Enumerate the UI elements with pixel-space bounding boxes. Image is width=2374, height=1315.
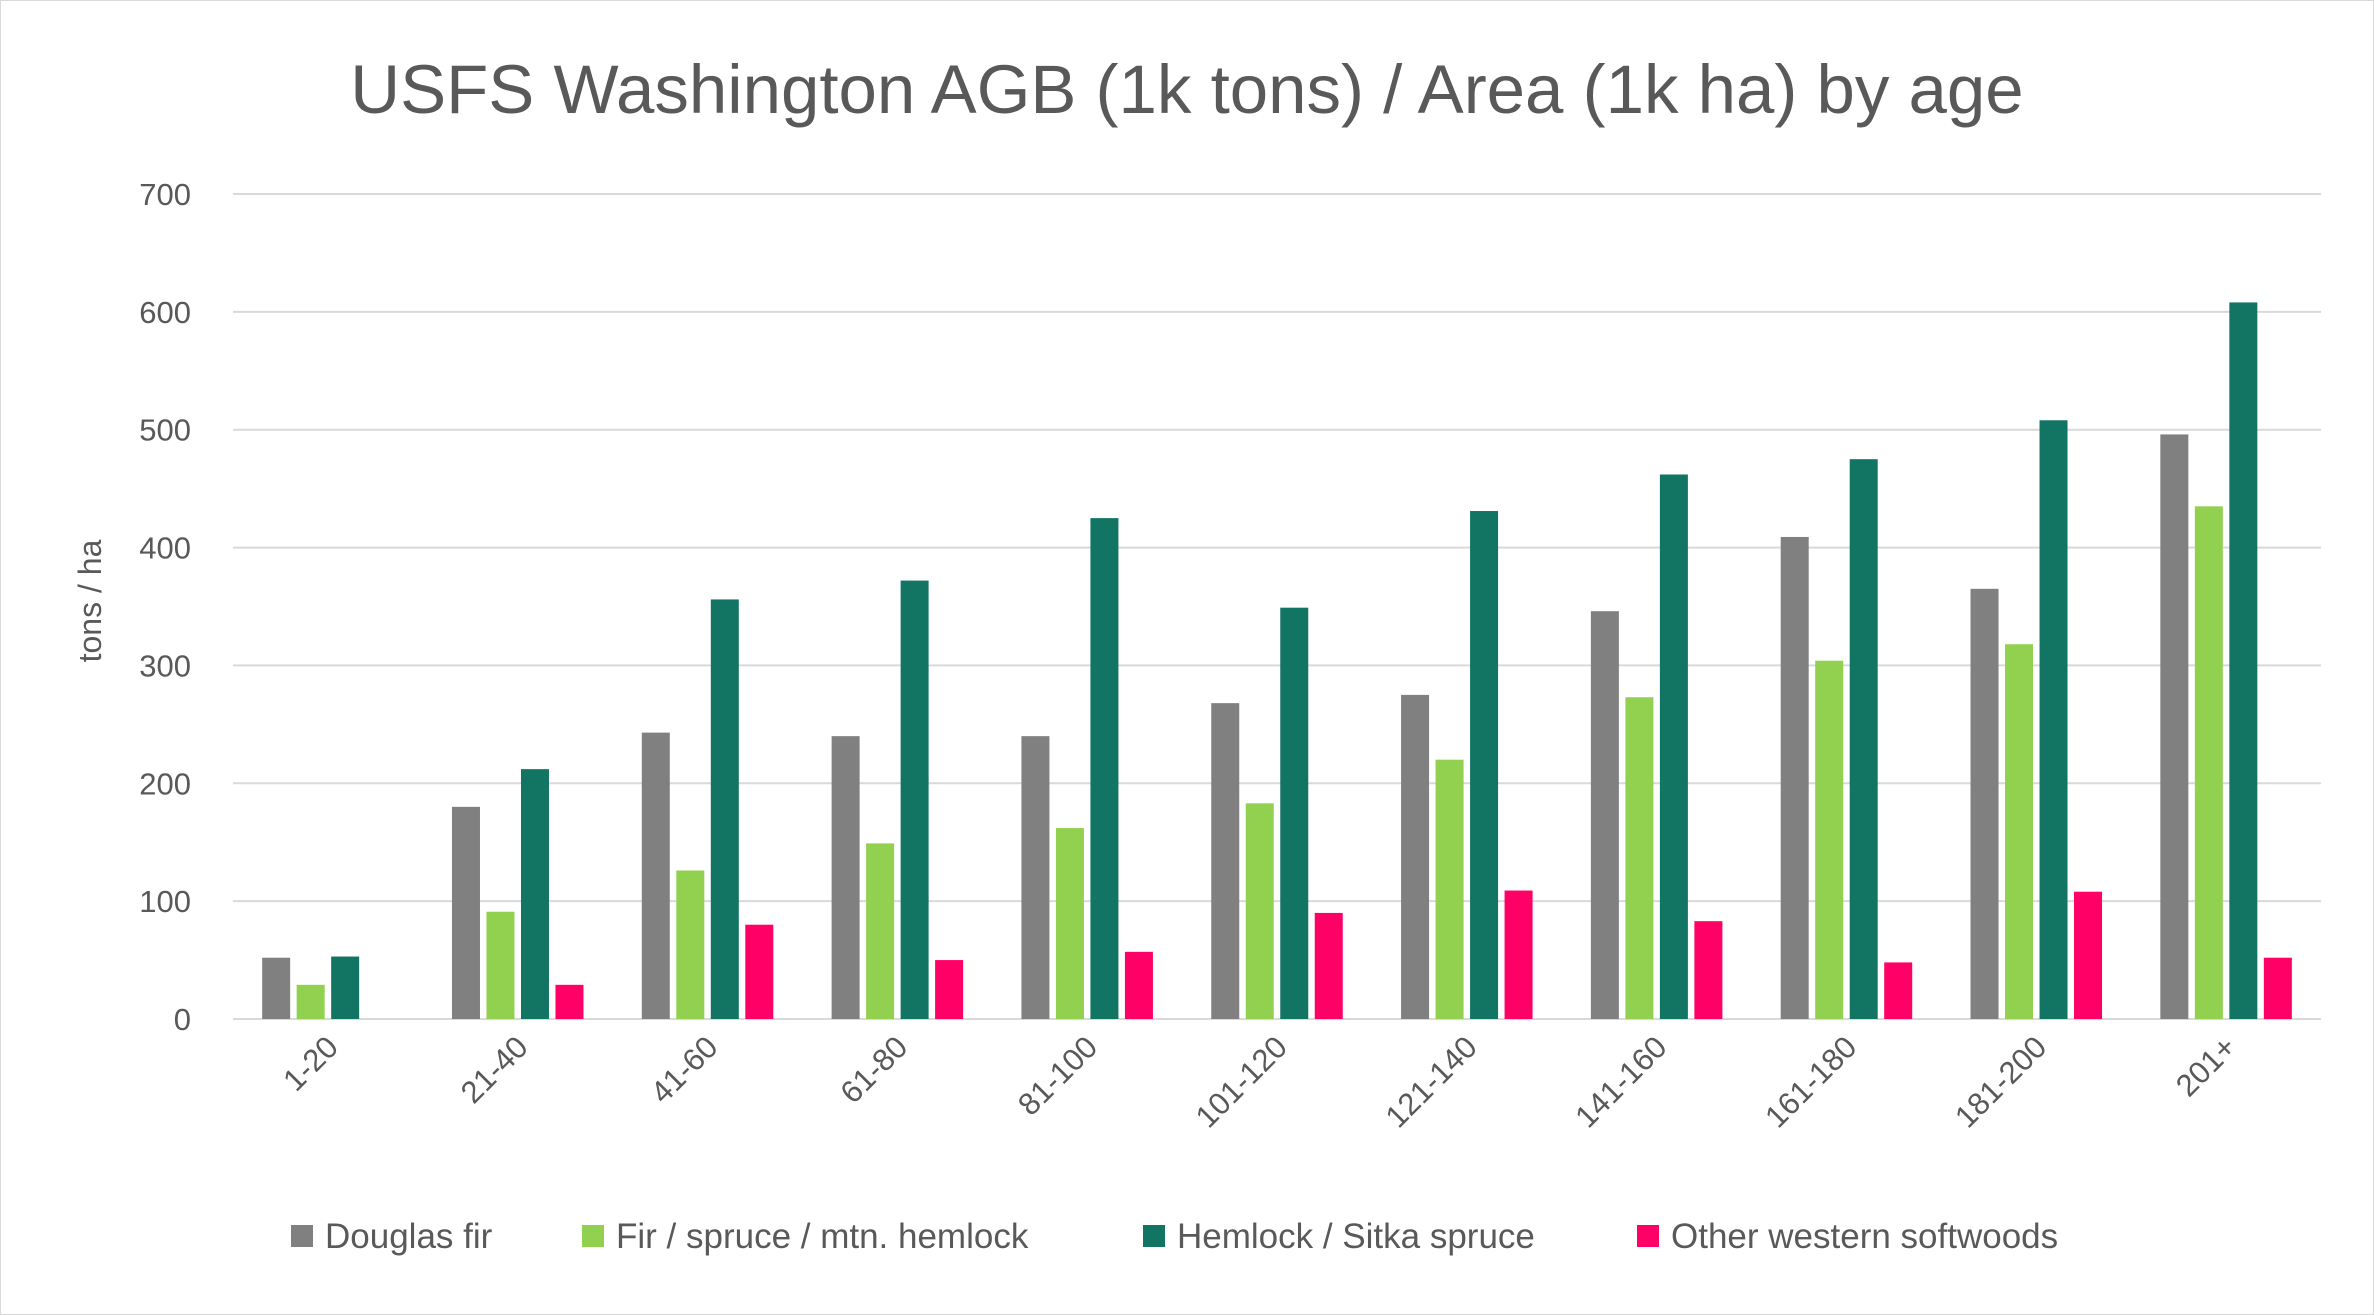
legend-swatch bbox=[582, 1225, 604, 1247]
y-tick-label: 100 bbox=[139, 884, 191, 919]
y-axis-label: tons / ha bbox=[72, 539, 108, 662]
bar bbox=[2039, 420, 2068, 1019]
bar bbox=[1504, 890, 1533, 1019]
bar bbox=[2194, 506, 2223, 1020]
bar bbox=[1780, 536, 1809, 1019]
bar bbox=[831, 736, 860, 1019]
x-tick-label: 61-80 bbox=[833, 1029, 914, 1110]
x-tick-label: 161-180 bbox=[1758, 1029, 1863, 1134]
legend: Douglas fir Fir / spruce / mtn. hemlock He… bbox=[291, 1217, 2058, 1256]
bar bbox=[1970, 588, 1999, 1019]
bar bbox=[1401, 694, 1430, 1019]
bar bbox=[1625, 697, 1654, 1019]
x-tick-label: 101-120 bbox=[1189, 1029, 1294, 1134]
legend-label: Hemlock / Sitka spruce bbox=[1177, 1217, 1535, 1256]
bar bbox=[1659, 474, 1688, 1019]
bar bbox=[2160, 434, 2189, 1019]
legend-swatch bbox=[1143, 1225, 1165, 1247]
bar bbox=[745, 924, 774, 1019]
bar bbox=[262, 957, 291, 1019]
legend-swatch bbox=[291, 1225, 313, 1247]
bar bbox=[486, 911, 515, 1019]
x-tick-label: 41-60 bbox=[644, 1029, 725, 1110]
bar bbox=[1435, 759, 1464, 1019]
bar bbox=[1090, 518, 1119, 1019]
y-tick-label: 400 bbox=[139, 531, 191, 566]
x-tick-label: 1-20 bbox=[276, 1029, 345, 1098]
bar bbox=[1245, 803, 1274, 1019]
bar bbox=[676, 870, 705, 1019]
x-tick-label: 121-140 bbox=[1379, 1029, 1484, 1134]
bar bbox=[1211, 703, 1240, 1019]
bar bbox=[1849, 459, 1878, 1019]
bar bbox=[1470, 511, 1499, 1019]
chart-title: USFS Washington AGB (1k tons) / Area (1k… bbox=[350, 51, 2023, 128]
y-tick-label: 200 bbox=[139, 766, 191, 801]
legend-label: Other western softwoods bbox=[1671, 1217, 2058, 1256]
y-tick-label: 700 bbox=[139, 177, 191, 212]
bar bbox=[1590, 611, 1619, 1019]
bar bbox=[1314, 912, 1343, 1019]
bar bbox=[520, 769, 549, 1019]
bar bbox=[1280, 607, 1309, 1019]
x-tick-label: 21-40 bbox=[454, 1029, 535, 1110]
bar bbox=[900, 580, 929, 1019]
bar bbox=[866, 843, 895, 1019]
x-axis-ticks: 1-20 21-40 41-60 61-80 81-100 101-120 121-140 1… bbox=[276, 1029, 2243, 1134]
bar bbox=[331, 956, 360, 1019]
x-tick-label: 81-100 bbox=[1011, 1029, 1104, 1122]
legend-swatch bbox=[1637, 1225, 1659, 1247]
bar bbox=[1021, 736, 1050, 1019]
bar bbox=[935, 960, 964, 1019]
bar bbox=[1124, 951, 1153, 1019]
bar bbox=[2074, 891, 2103, 1019]
y-tick-label: 0 bbox=[174, 1002, 191, 1037]
bar bbox=[555, 984, 584, 1019]
x-tick-label: 141-160 bbox=[1568, 1029, 1673, 1134]
bar bbox=[2229, 302, 2258, 1019]
x-tick-label: 201+ bbox=[2169, 1029, 2243, 1103]
legend-label: Fir / spruce / mtn. hemlock bbox=[616, 1217, 1029, 1256]
bar bbox=[296, 984, 325, 1019]
y-axis-ticks: 0 100 200 300 400 500 600 700 bbox=[139, 177, 191, 1037]
y-tick-label: 600 bbox=[139, 295, 191, 330]
bar bbox=[1815, 660, 1844, 1019]
bar bbox=[710, 599, 739, 1019]
bar bbox=[1055, 828, 1084, 1019]
bar bbox=[1884, 962, 1913, 1019]
bar bbox=[641, 732, 670, 1019]
bar bbox=[451, 806, 480, 1019]
bar bbox=[1694, 921, 1723, 1019]
gridlines bbox=[233, 193, 2321, 1020]
y-tick-label: 300 bbox=[139, 648, 191, 683]
x-tick-label: 181-200 bbox=[1948, 1029, 2053, 1134]
bars bbox=[262, 302, 2292, 1020]
legend-label: Douglas fir bbox=[325, 1217, 493, 1256]
bar bbox=[2263, 957, 2292, 1019]
bar bbox=[2005, 644, 2034, 1019]
y-tick-label: 500 bbox=[139, 413, 191, 448]
